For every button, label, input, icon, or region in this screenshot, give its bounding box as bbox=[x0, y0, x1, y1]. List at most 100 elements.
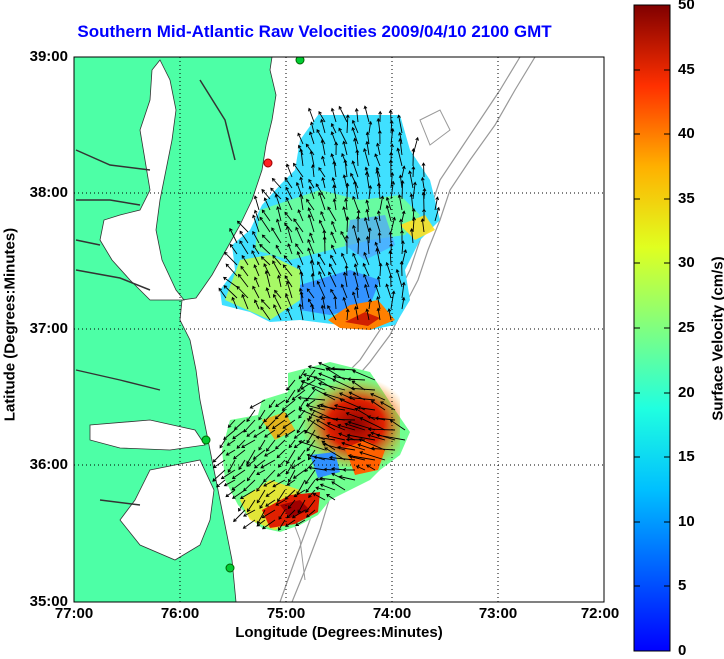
velocity-arrow bbox=[264, 449, 276, 457]
velocity-arrow bbox=[239, 230, 249, 244]
velocity-arrow bbox=[351, 369, 376, 381]
velocity-arrow bbox=[298, 193, 304, 211]
colorbar-tick-label: 45 bbox=[678, 61, 695, 78]
velocity-arrow bbox=[318, 191, 326, 211]
velocity-arrow bbox=[421, 191, 426, 211]
velocity-arrow bbox=[306, 369, 316, 381]
velocity-arrow bbox=[237, 273, 249, 288]
velocity-arrow bbox=[282, 264, 293, 277]
velocity-arrow bbox=[420, 218, 425, 233]
velocity-arrow bbox=[311, 164, 315, 178]
colorbar-tick-label: 35 bbox=[678, 190, 695, 207]
velocity-arrow bbox=[377, 129, 382, 145]
velocity-arrow bbox=[367, 227, 372, 244]
velocity-arrow bbox=[422, 208, 426, 221]
velocity-arrow bbox=[305, 469, 316, 485]
velocity-arrow bbox=[334, 417, 356, 422]
velocity-arrow bbox=[285, 389, 296, 404]
velocity-arrow bbox=[293, 429, 306, 439]
velocity-arrow bbox=[241, 439, 256, 448]
velocity-arrow bbox=[325, 434, 346, 441]
velocity-arrow bbox=[331, 220, 337, 233]
velocity-arrow bbox=[293, 489, 306, 498]
velocity-arrow bbox=[231, 489, 246, 499]
velocity-arrow bbox=[320, 118, 326, 134]
velocity-arrow bbox=[309, 150, 315, 167]
velocity-arrow bbox=[412, 216, 416, 233]
velocity-arrow bbox=[308, 489, 316, 499]
x-tick-label: 75:00 bbox=[266, 605, 306, 622]
velocity-arrow bbox=[241, 293, 249, 310]
velocity-arrow bbox=[337, 445, 356, 451]
velocity-arrow bbox=[328, 271, 337, 288]
velocity-arrow bbox=[341, 252, 348, 266]
velocity-arrows bbox=[212, 105, 441, 531]
velocity-arrow bbox=[409, 193, 414, 211]
velocity-arrow bbox=[264, 270, 271, 288]
velocity-arrow bbox=[229, 243, 238, 255]
velocity-arrow bbox=[282, 419, 296, 429]
velocity-arrow bbox=[277, 489, 286, 503]
station-marker-2 bbox=[263, 158, 273, 168]
velocity-arrow bbox=[398, 138, 403, 156]
velocity-arrow bbox=[333, 295, 338, 310]
velocity-arrow bbox=[316, 404, 346, 411]
velocity-arrow bbox=[287, 499, 296, 510]
velocity-arrow bbox=[399, 260, 404, 277]
velocity-arrow bbox=[321, 296, 326, 310]
velocity-arrow bbox=[261, 188, 271, 200]
x-tick-label: 76:00 bbox=[160, 605, 200, 622]
velocity-arrow bbox=[355, 465, 366, 471]
velocity-arrow bbox=[259, 499, 266, 509]
velocity-arrow bbox=[273, 304, 282, 321]
velocity-arrow bbox=[319, 476, 336, 481]
velocity-arrow bbox=[340, 283, 348, 299]
velocity-arrow bbox=[239, 489, 256, 499]
inland-river-1 bbox=[75, 369, 161, 391]
velocity-arrow bbox=[326, 494, 336, 501]
colorbar-tick-label: 30 bbox=[678, 254, 695, 271]
colorbar-label: Surface Velocity (cm/s) bbox=[709, 256, 724, 421]
velocity-arrow bbox=[305, 389, 316, 402]
velocity-arrow bbox=[231, 469, 246, 479]
albemarle-sound bbox=[89, 419, 206, 451]
velocity-arrow bbox=[285, 280, 293, 299]
velocity-arrow bbox=[398, 174, 403, 189]
velocity-arrow bbox=[409, 228, 414, 244]
velocity-arrow bbox=[357, 405, 376, 411]
velocity-arrow bbox=[275, 499, 286, 506]
velocity-arrow bbox=[220, 469, 236, 480]
velocity-arrow bbox=[340, 230, 348, 244]
velocity-arrow bbox=[256, 469, 266, 475]
velocity-arrow bbox=[233, 509, 246, 523]
velocity-arrow bbox=[306, 509, 316, 518]
velocity-arrow bbox=[327, 206, 337, 222]
velocity-arrow bbox=[328, 455, 356, 461]
velocity-arrow bbox=[272, 260, 282, 277]
velocity-arrow bbox=[318, 381, 346, 391]
velocity-arrow bbox=[310, 272, 315, 288]
velocity-arrow bbox=[330, 131, 337, 145]
colorbar-tick-label: 5 bbox=[678, 577, 687, 594]
velocity-arrow bbox=[378, 262, 383, 277]
velocity-arrow bbox=[286, 307, 293, 321]
velocity-arrow bbox=[338, 475, 356, 481]
velocity-arrow bbox=[297, 395, 326, 401]
velocity-arrow bbox=[307, 207, 315, 222]
axes-frame bbox=[73, 56, 605, 603]
velocity-arrow bbox=[368, 120, 373, 134]
velocity-arrow bbox=[333, 403, 356, 411]
velocity-arrow bbox=[330, 254, 337, 266]
velocity-arrow bbox=[374, 283, 381, 299]
velocity-arrow bbox=[363, 251, 370, 266]
velocity-arrow bbox=[291, 389, 306, 401]
velocity-arrow bbox=[225, 449, 236, 456]
velocity-arrow bbox=[225, 489, 236, 498]
pamlico-sound bbox=[119, 459, 215, 561]
velocity-arrow bbox=[338, 127, 348, 145]
station-marker-4 bbox=[225, 563, 235, 573]
velocity-arrow bbox=[390, 127, 395, 145]
velocity-arrow bbox=[320, 211, 326, 222]
velocity-arrow bbox=[315, 419, 336, 431]
velocity-arrow bbox=[252, 214, 260, 233]
